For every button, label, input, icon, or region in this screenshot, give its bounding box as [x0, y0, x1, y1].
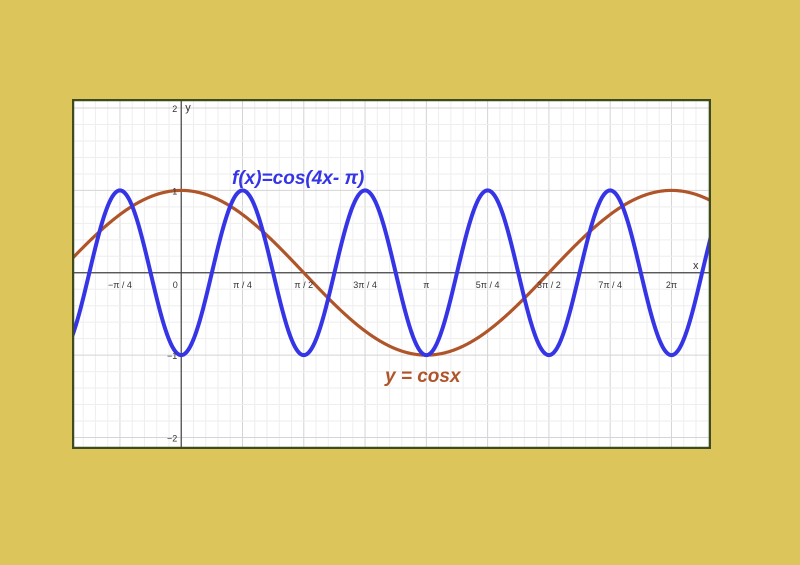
x-tick-label: −π / 4 — [108, 280, 132, 290]
series-line-cos — [70, 188, 712, 357]
x-tick-label: 3π / 2 — [537, 280, 561, 290]
plot-frame — [71, 98, 712, 450]
series-label-f: f(x)=cos(4x- π) — [232, 168, 364, 189]
y-tick-label: −2 — [167, 433, 177, 443]
axes — [72, 99, 711, 449]
y-tick-label: 2 — [172, 104, 177, 114]
x-axis-label: x — [693, 260, 699, 272]
x-tick-label: π — [423, 280, 429, 290]
grid — [72, 99, 711, 449]
series-line-f — [70, 188, 713, 358]
chart: f(x)=cos(4x- π) y = cosx x y −π / 4 0 π / … — [70, 98, 713, 450]
x-tick-label: π / 4 — [233, 280, 252, 290]
x-tick-label: 0 — [173, 280, 178, 290]
x-tick-label: 7π / 4 — [598, 280, 622, 290]
chart-svg: f(x)=cos(4x- π) y = cosx x y −π / 4 0 π / … — [70, 98, 713, 450]
x-tick-label: 5π / 4 — [476, 280, 500, 290]
x-tick-label: π / 2 — [294, 280, 313, 290]
series-label-cos: y = cosx — [384, 366, 462, 387]
curves — [70, 188, 713, 358]
y-tick-label: −1 — [167, 351, 177, 361]
labels: f(x)=cos(4x- π) y = cosx x y −π / 4 0 π / … — [108, 102, 699, 443]
y-tick-label: 1 — [172, 186, 177, 196]
x-tick-label: 3π / 4 — [353, 280, 377, 290]
x-tick-label: 2π — [666, 280, 677, 290]
y-axis-label: y — [185, 102, 191, 114]
plot-background — [72, 99, 711, 449]
